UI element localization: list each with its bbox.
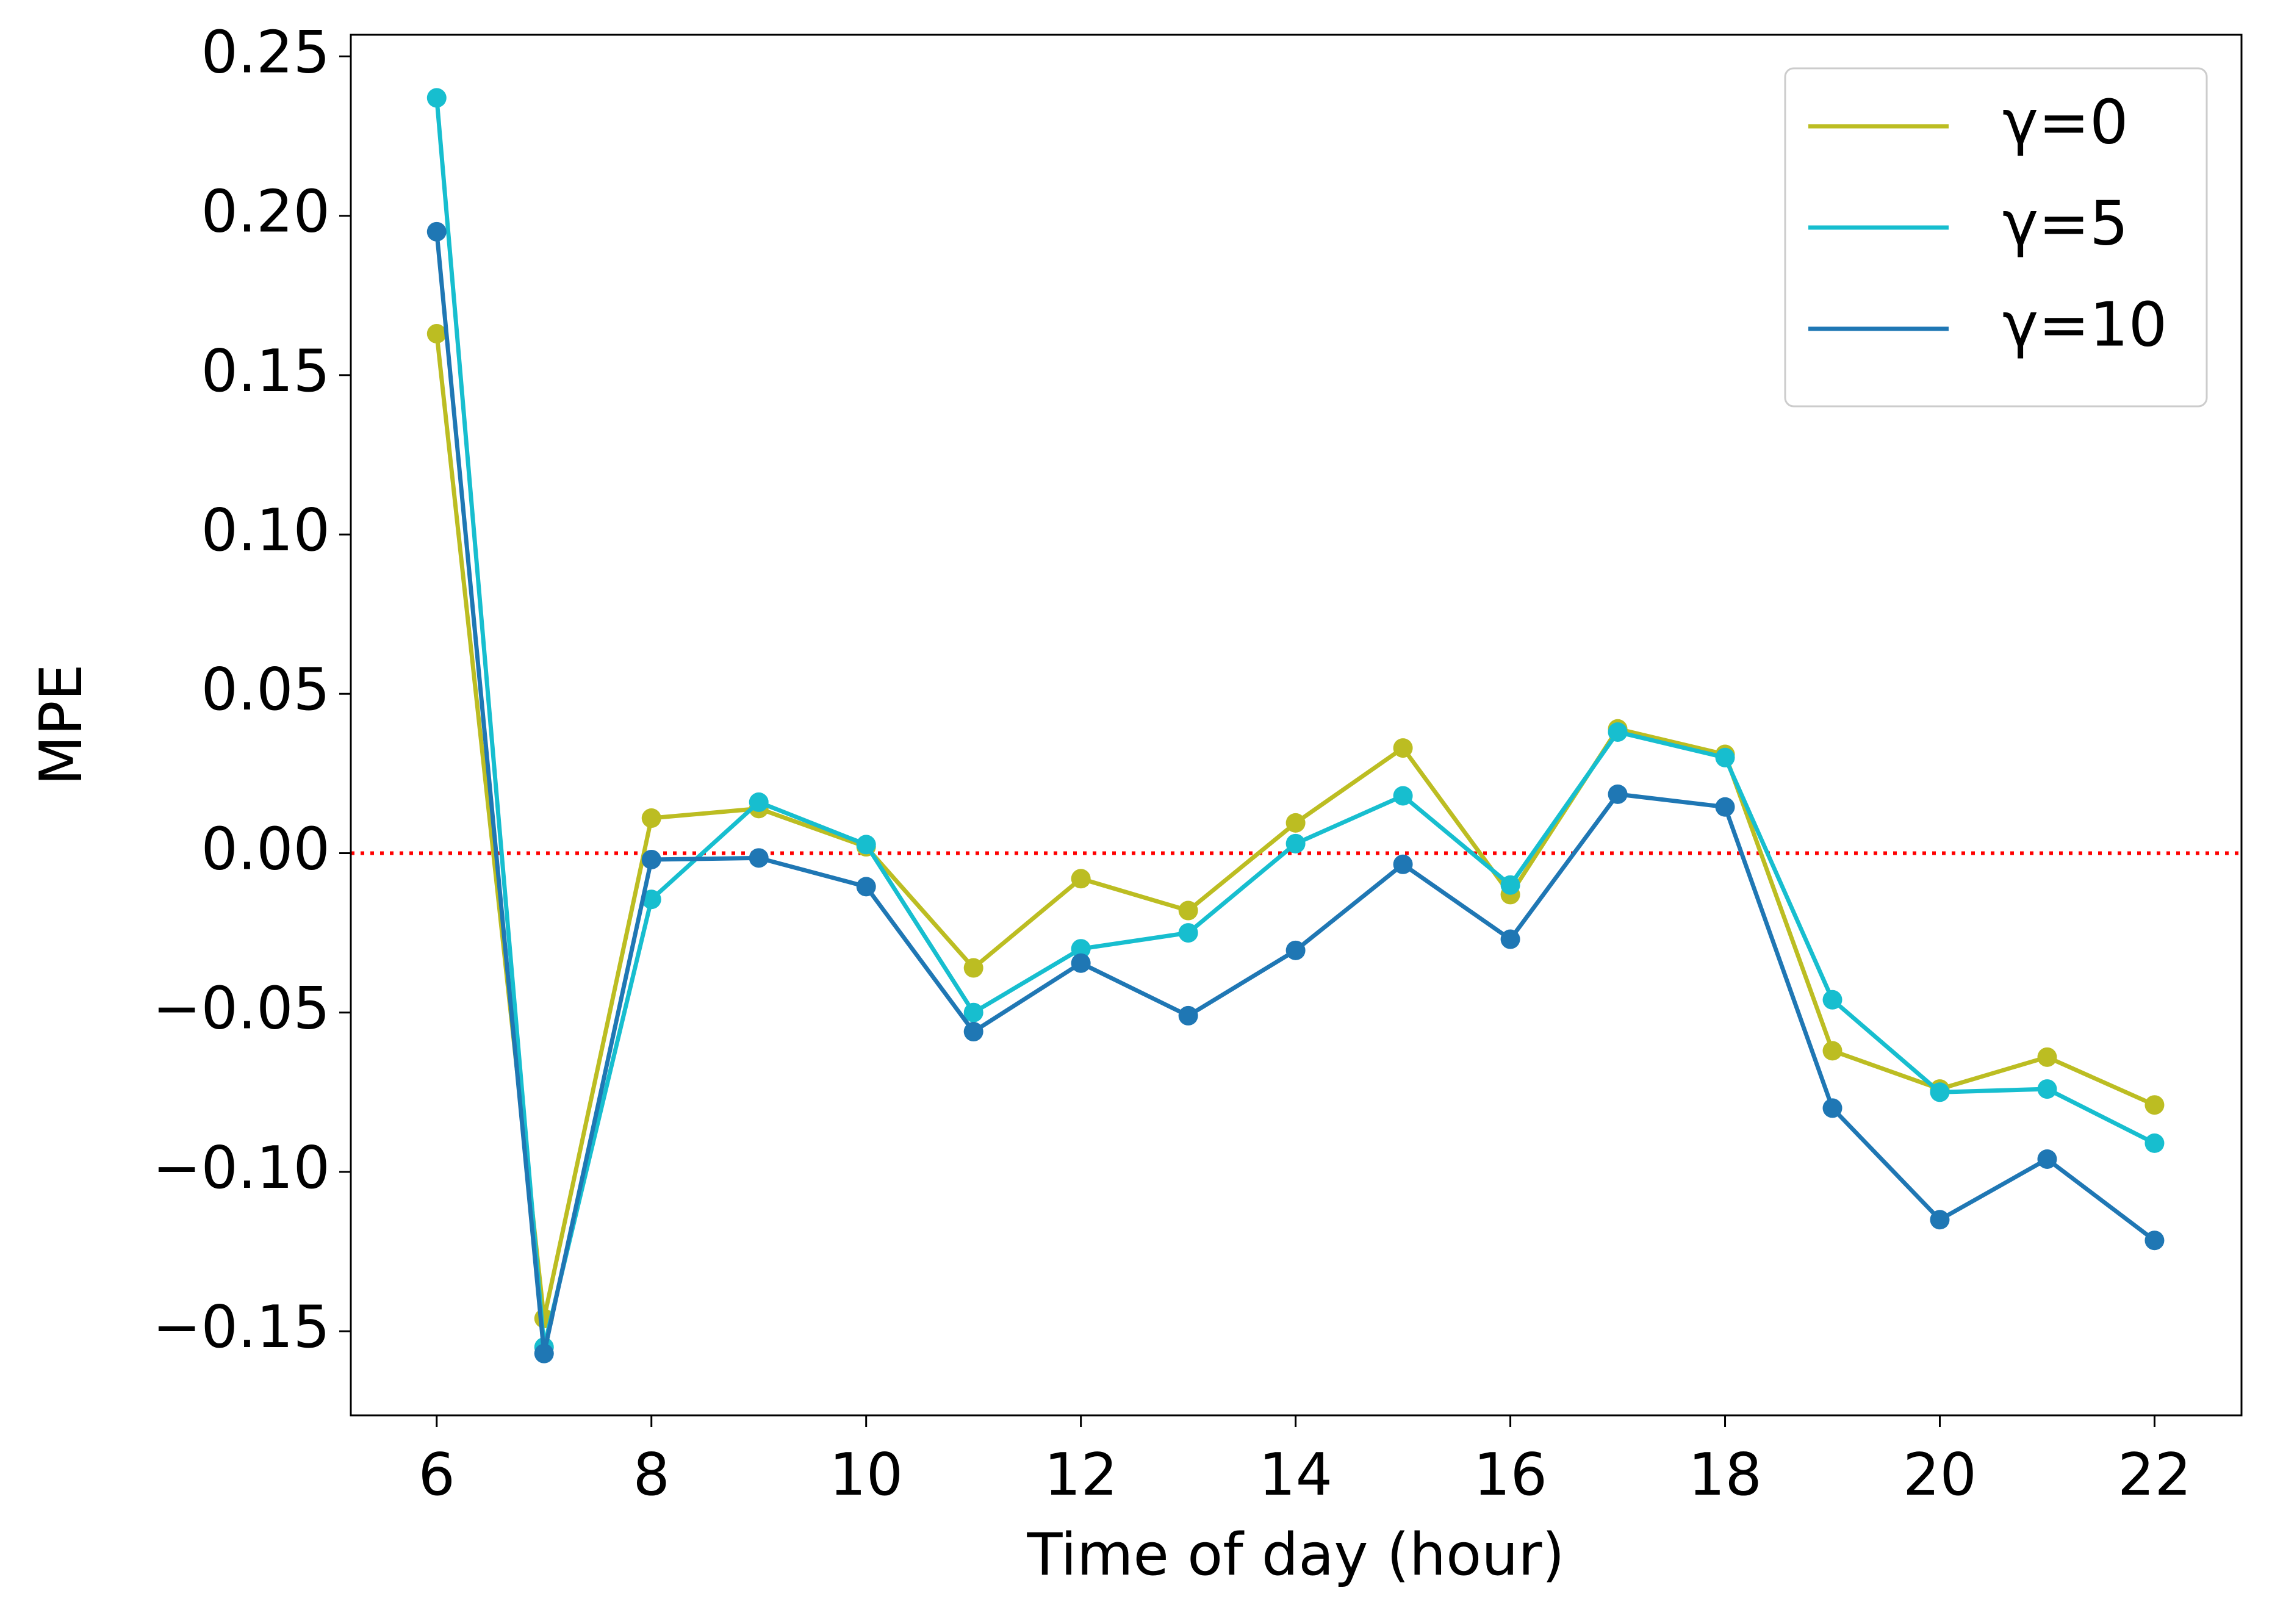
y-tick-label: 0.10 [201, 497, 330, 564]
legend-label: γ=0 [2002, 86, 2129, 157]
point [856, 877, 876, 897]
point [1500, 929, 1520, 949]
x-tick-label: 10 [829, 1442, 903, 1509]
point [2144, 1095, 2165, 1115]
point [1822, 1098, 1842, 1118]
y-tick-label: 0.15 [201, 338, 330, 405]
point [1715, 747, 1735, 767]
point [641, 849, 661, 869]
point [749, 848, 769, 868]
point [1285, 813, 1306, 833]
point [2037, 1079, 2057, 1099]
y-axis-label: MPE [28, 664, 95, 785]
point [963, 1002, 983, 1022]
point [1285, 940, 1306, 960]
point [641, 808, 661, 828]
x-tick-label: 18 [1688, 1442, 1762, 1509]
x-tick-label: 12 [1044, 1442, 1118, 1509]
point [1930, 1082, 1950, 1102]
point [641, 889, 661, 910]
x-tick-label: 8 [633, 1442, 670, 1509]
point [426, 324, 447, 344]
point [1285, 833, 1306, 853]
y-tick-label: −0.10 [153, 1135, 330, 1202]
point [1608, 722, 1628, 742]
x-axis-label: Time of day (hour) [1026, 1522, 1564, 1589]
point [2037, 1149, 2057, 1169]
x-tick-label: 20 [1903, 1442, 1977, 1509]
x-tick-label: 16 [1473, 1442, 1547, 1509]
y-tick-label: −0.15 [153, 1294, 330, 1361]
point [1500, 875, 1520, 895]
legend: γ=0 γ=5 γ=10 [1784, 67, 2208, 408]
point [1178, 1005, 1198, 1026]
x-tick-label: 6 [419, 1442, 455, 1509]
point [749, 792, 769, 812]
point [426, 221, 447, 242]
point [1822, 1041, 1842, 1061]
point [856, 835, 876, 855]
y-tick-label: −0.05 [153, 975, 330, 1043]
point [1715, 797, 1735, 817]
point [1393, 854, 1413, 874]
point [1930, 1210, 1950, 1230]
y-tick-label: 0.25 [201, 19, 330, 86]
y-tick-label: 0.20 [201, 179, 330, 246]
x-tick-label: 22 [2118, 1442, 2191, 1509]
point [1178, 900, 1198, 921]
point [1393, 738, 1413, 758]
y-tick-label: 0.05 [201, 656, 330, 724]
point [2144, 1133, 2165, 1153]
point [1071, 953, 1091, 973]
point [1071, 869, 1091, 889]
x-tick-label: 14 [1259, 1442, 1332, 1509]
legend-label: γ=5 [2002, 187, 2129, 259]
legend-box [1784, 67, 2208, 408]
point [426, 88, 447, 108]
point [1071, 939, 1091, 959]
point [534, 1343, 554, 1364]
y-tick-label: 0.00 [201, 816, 330, 883]
point [1178, 923, 1198, 943]
point [1822, 990, 1842, 1010]
point [963, 958, 983, 978]
point [1393, 786, 1413, 806]
plot-frame [350, 34, 2243, 1417]
point [1608, 784, 1628, 804]
point [2144, 1231, 2165, 1251]
legend-label: γ=10 [2002, 289, 2167, 360]
point [963, 1022, 983, 1042]
point [2037, 1047, 2057, 1067]
